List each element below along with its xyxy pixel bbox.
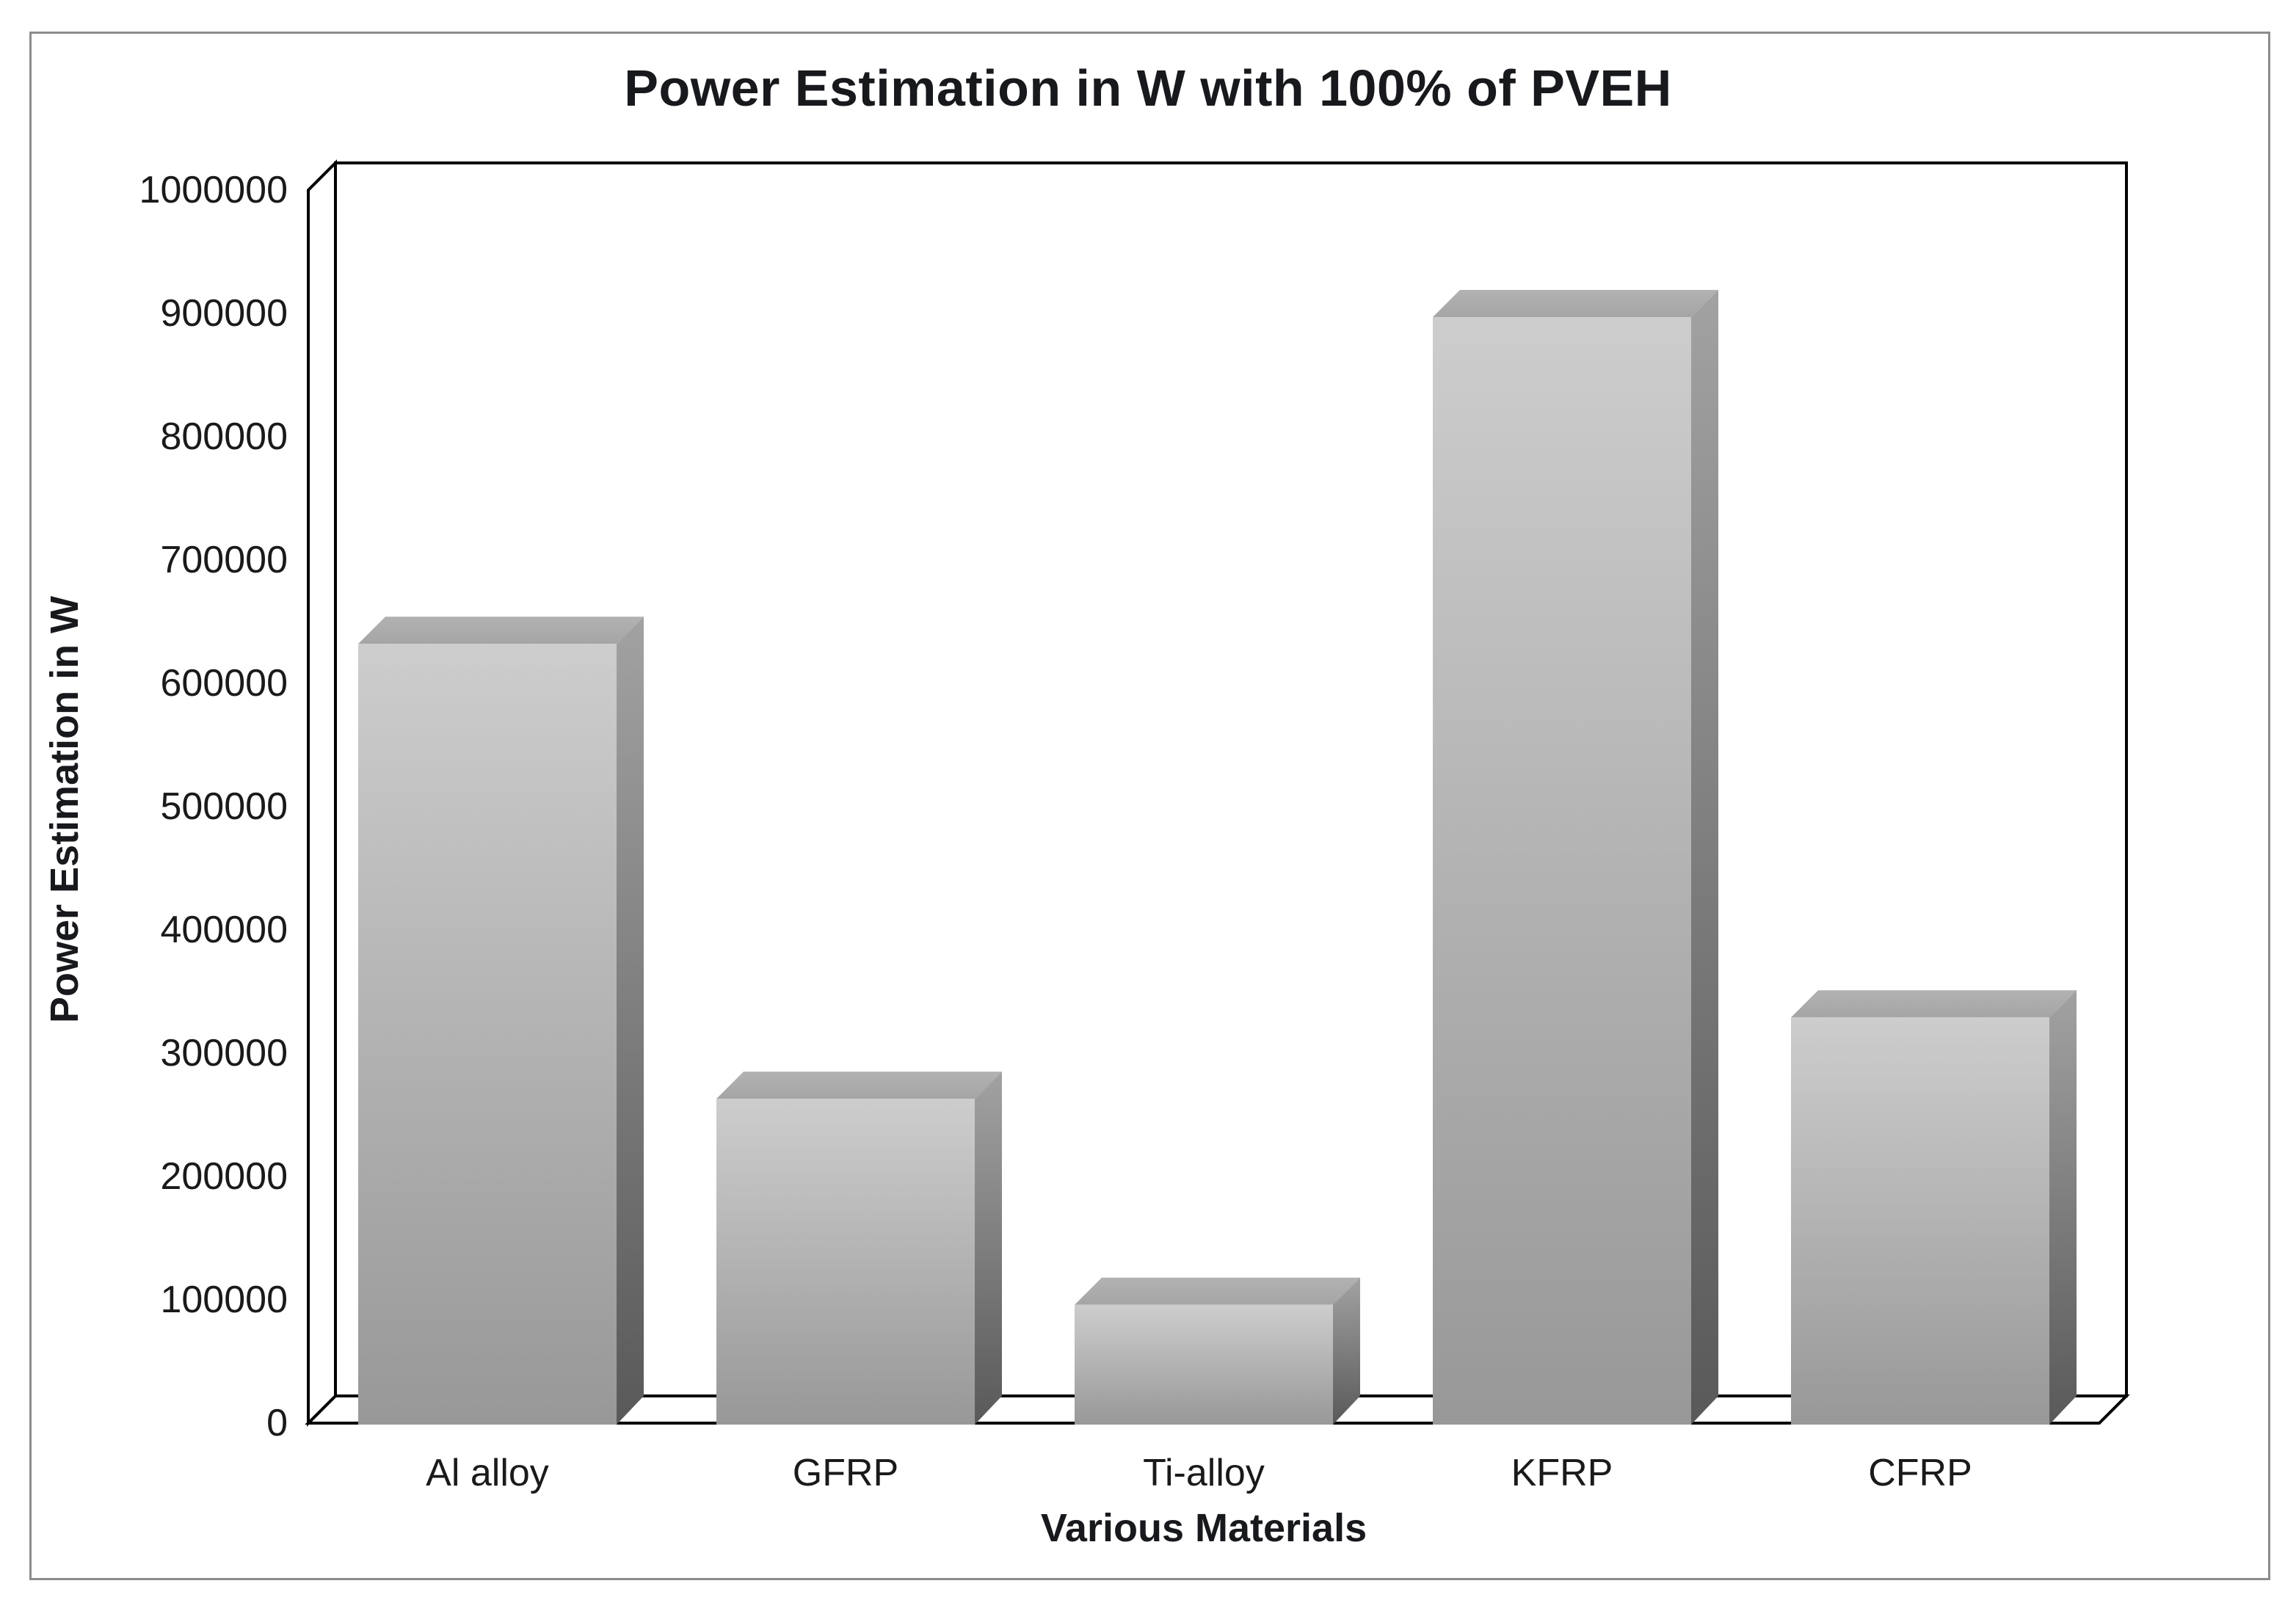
chart-outer-border — [29, 32, 2270, 1580]
bar-1-front-face — [716, 1099, 975, 1425]
x-category-label-cfrp: CFRP — [1868, 1452, 1972, 1494]
y-tick-label-10: 1000000 — [139, 169, 288, 211]
bar-4-front-face — [1791, 1017, 2049, 1425]
y-tick-label-9: 900000 — [160, 292, 288, 335]
bar-3-top-face — [1433, 290, 1718, 318]
x-category-label-kfrp: KFRP — [1511, 1452, 1613, 1494]
left-wall — [307, 159, 337, 1427]
bar-0-side-face — [617, 617, 644, 1425]
y-tick-label-3: 300000 — [160, 1032, 288, 1074]
y-tick-label-6: 600000 — [160, 662, 288, 705]
y-tick-label-8: 800000 — [160, 415, 288, 458]
y-tick-label-1: 100000 — [160, 1279, 288, 1321]
x-category-label-al-alloy: Al alloy — [426, 1452, 549, 1494]
bar-1-top-face — [716, 1072, 1002, 1099]
x-category-label-gfrp: GFRP — [792, 1452, 899, 1494]
bar-4-top-face — [1791, 990, 2077, 1018]
x-axis-title: Various Materials — [1040, 1506, 1367, 1550]
y-tick-label-2: 200000 — [160, 1155, 288, 1198]
bars-group — [358, 290, 2077, 1425]
bar-2-front-face — [1075, 1304, 1333, 1425]
y-tick-label-7: 700000 — [160, 539, 288, 581]
page-title: Power Estimation in W with 100% of PVEH — [624, 59, 1672, 117]
bar-1-side-face — [975, 1072, 1002, 1425]
y-tick-label-5: 500000 — [160, 785, 288, 828]
bar-0-front-face — [358, 644, 617, 1425]
bar-4-side-face — [2049, 990, 2077, 1425]
bar-2-top-face — [1075, 1277, 1360, 1305]
y-tick-label-0: 0 — [266, 1402, 288, 1444]
bar-0-top-face — [358, 617, 644, 644]
bar-2-side-face — [1333, 1277, 1360, 1425]
x-category-label-ti-alloy: Ti-alloy — [1143, 1452, 1265, 1494]
y-tick-label-4: 400000 — [160, 909, 288, 951]
bar-3-front-face — [1433, 317, 1691, 1425]
bar-3-side-face — [1691, 290, 1718, 1425]
